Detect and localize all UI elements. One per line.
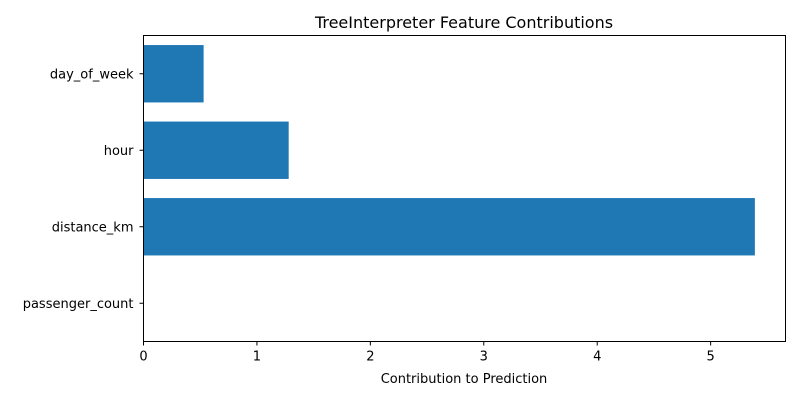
x-axis: 0 1 2 3 4 5: [139, 341, 715, 365]
y-axis: passenger_count distance_km hour day_of_wee…: [23, 67, 144, 312]
plot-frame: [143, 35, 786, 342]
x-tick-label: 2: [366, 350, 374, 365]
x-tick-label: 5: [706, 350, 714, 365]
x-tick-label: 3: [480, 350, 488, 365]
y-tick-label: hour: [104, 144, 134, 159]
y-tick-label: distance_km: [52, 220, 134, 235]
x-tick-label: 1: [253, 350, 261, 365]
chart-title: TreeInterpreter Feature Contributions: [314, 13, 613, 32]
x-tick-label: 0: [139, 350, 147, 365]
x-tick-label: 4: [593, 350, 601, 365]
y-tick-label: passenger_count: [23, 297, 134, 312]
bar-hour: [143, 121, 289, 179]
y-tick-label: day_of_week: [50, 67, 134, 82]
x-axis-label: Contribution to Prediction: [381, 372, 548, 387]
bar-distance_km: [143, 198, 755, 256]
bars-layer: [143, 45, 755, 256]
bar-day_of_week: [143, 45, 204, 103]
